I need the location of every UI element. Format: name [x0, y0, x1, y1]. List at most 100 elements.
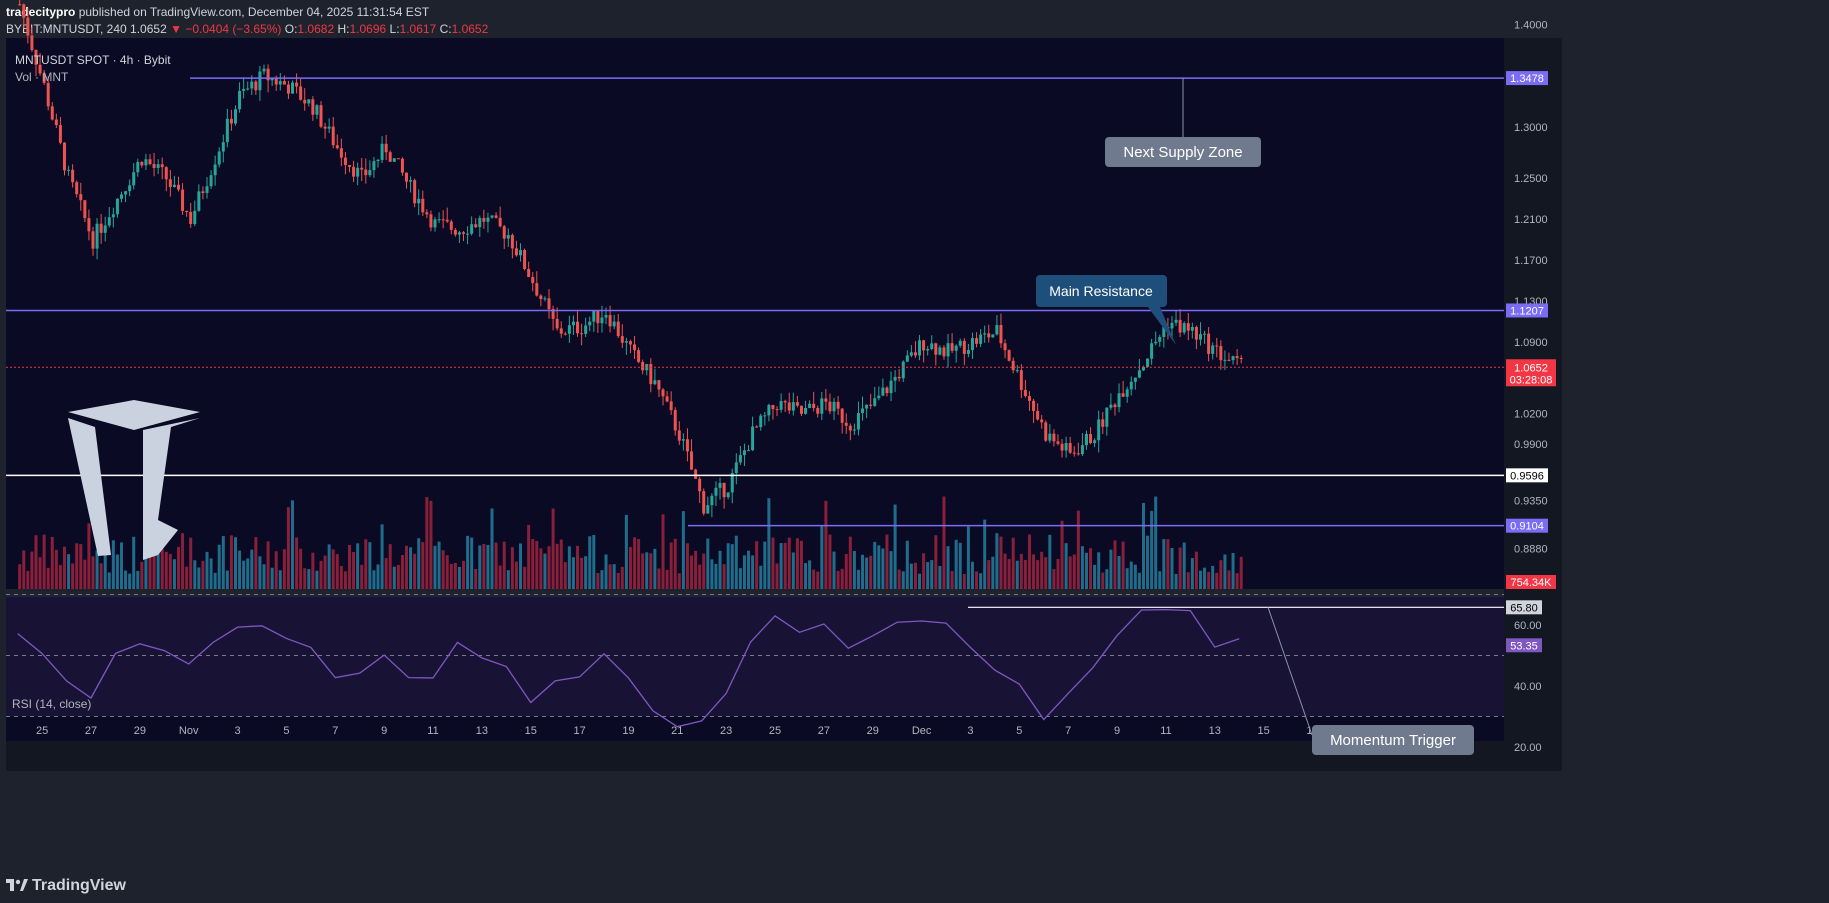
rsi-tick: 20.00 — [1514, 742, 1542, 754]
candle-body — [136, 161, 140, 173]
candle-body — [1060, 443, 1064, 451]
candle-body — [881, 387, 885, 396]
candle-body — [514, 248, 518, 256]
volume-bar — [417, 538, 421, 589]
volume-bar — [755, 541, 759, 589]
candle-body — [409, 180, 413, 182]
candle-body — [1211, 345, 1215, 354]
candle-body — [303, 99, 307, 104]
volume-bar — [380, 524, 384, 589]
price-tick: 0.9900 — [1514, 439, 1548, 451]
volume-bar — [946, 546, 950, 589]
momentum-callout — [1312, 725, 1474, 755]
volume-bar — [706, 538, 710, 589]
volume-bar — [409, 547, 413, 589]
volume-bar — [641, 553, 645, 589]
volume-bar — [360, 564, 364, 589]
candle-body — [1121, 393, 1125, 397]
volume-bar — [633, 537, 637, 589]
candle-body — [1032, 400, 1036, 411]
candle-body — [474, 224, 478, 228]
close-value: 1.0652 — [451, 22, 489, 36]
candle-body — [441, 219, 445, 221]
candle-body — [641, 361, 645, 371]
volume-bar — [270, 567, 274, 589]
time-tick: 25 — [36, 725, 48, 737]
candle-body — [710, 495, 714, 506]
price-tick: 0.8880 — [1514, 544, 1548, 556]
volume-bar — [881, 548, 885, 589]
volume-bar — [103, 547, 107, 589]
candle-body — [111, 214, 115, 218]
candle-body — [356, 167, 360, 177]
candle-body — [144, 159, 148, 166]
candle-body — [229, 118, 233, 124]
volume-bar — [966, 526, 970, 589]
volume-bar — [437, 541, 441, 589]
time-tick: 15 — [1258, 725, 1270, 737]
candle-body — [38, 64, 42, 74]
candle-body — [494, 215, 498, 218]
volume-bar — [1072, 554, 1076, 589]
candle-body — [1064, 443, 1068, 451]
volume-bar — [213, 572, 217, 589]
volume-bar — [885, 534, 889, 589]
candle-body — [348, 165, 352, 167]
volume-bar — [1040, 551, 1044, 589]
volume-bar — [1080, 546, 1084, 589]
candle-body — [1141, 366, 1145, 371]
candle-body — [1150, 343, 1154, 359]
price-axis — [1504, 38, 1562, 741]
candle-body — [690, 451, 694, 470]
volume-bar — [690, 555, 694, 589]
volume-bar — [67, 554, 71, 589]
volume-bar — [58, 565, 62, 589]
volume-bar — [79, 544, 83, 589]
candle-body — [242, 89, 246, 91]
ohlc-line: BYBIT:MNTUSDT, 240 1.0652 ▼ −0.0404 (−3.… — [6, 22, 488, 36]
candle-body — [922, 340, 926, 351]
volume-bar — [462, 560, 466, 589]
volume-bar — [258, 556, 262, 589]
volume-bar — [999, 536, 1003, 589]
volume-bar — [808, 560, 812, 589]
tradingview-logo[interactable]: TradingView — [6, 877, 126, 895]
volume-bar — [987, 560, 991, 589]
volume-bar — [1186, 572, 1190, 589]
candle-body — [79, 194, 83, 201]
countdown-label: 03:28:08 — [1510, 374, 1553, 386]
candle-body — [449, 221, 453, 230]
candle-body — [506, 234, 510, 239]
candle-body — [1133, 377, 1137, 382]
volume-bar — [1129, 561, 1133, 589]
candle-body — [852, 429, 856, 431]
volume-bar — [975, 571, 979, 589]
volume-bar — [645, 552, 649, 589]
volume-bar — [1239, 556, 1243, 589]
candle-body — [128, 185, 132, 192]
volume-bar — [909, 563, 913, 589]
candle-body — [669, 401, 673, 411]
volume-bar — [1027, 534, 1031, 589]
volume-bar — [91, 556, 95, 589]
volume-bar — [1207, 571, 1211, 589]
candle-body — [527, 268, 531, 278]
volume-bar — [453, 562, 457, 589]
volume-bar — [164, 551, 168, 589]
candle-body — [250, 81, 254, 89]
volume-bar — [1093, 564, 1097, 589]
candle-body — [787, 402, 791, 411]
candle-body — [282, 81, 286, 85]
candle-body — [795, 402, 799, 406]
volume-bar — [893, 504, 897, 589]
volume-bar — [519, 543, 523, 589]
candle-body — [909, 352, 913, 356]
time-tick: 3 — [235, 725, 241, 737]
volume-bar — [303, 568, 307, 589]
candle-body — [1052, 433, 1056, 442]
candle-body — [567, 325, 571, 334]
volume-bar — [836, 570, 840, 589]
candle-body — [201, 191, 205, 193]
candle-body — [405, 172, 409, 182]
